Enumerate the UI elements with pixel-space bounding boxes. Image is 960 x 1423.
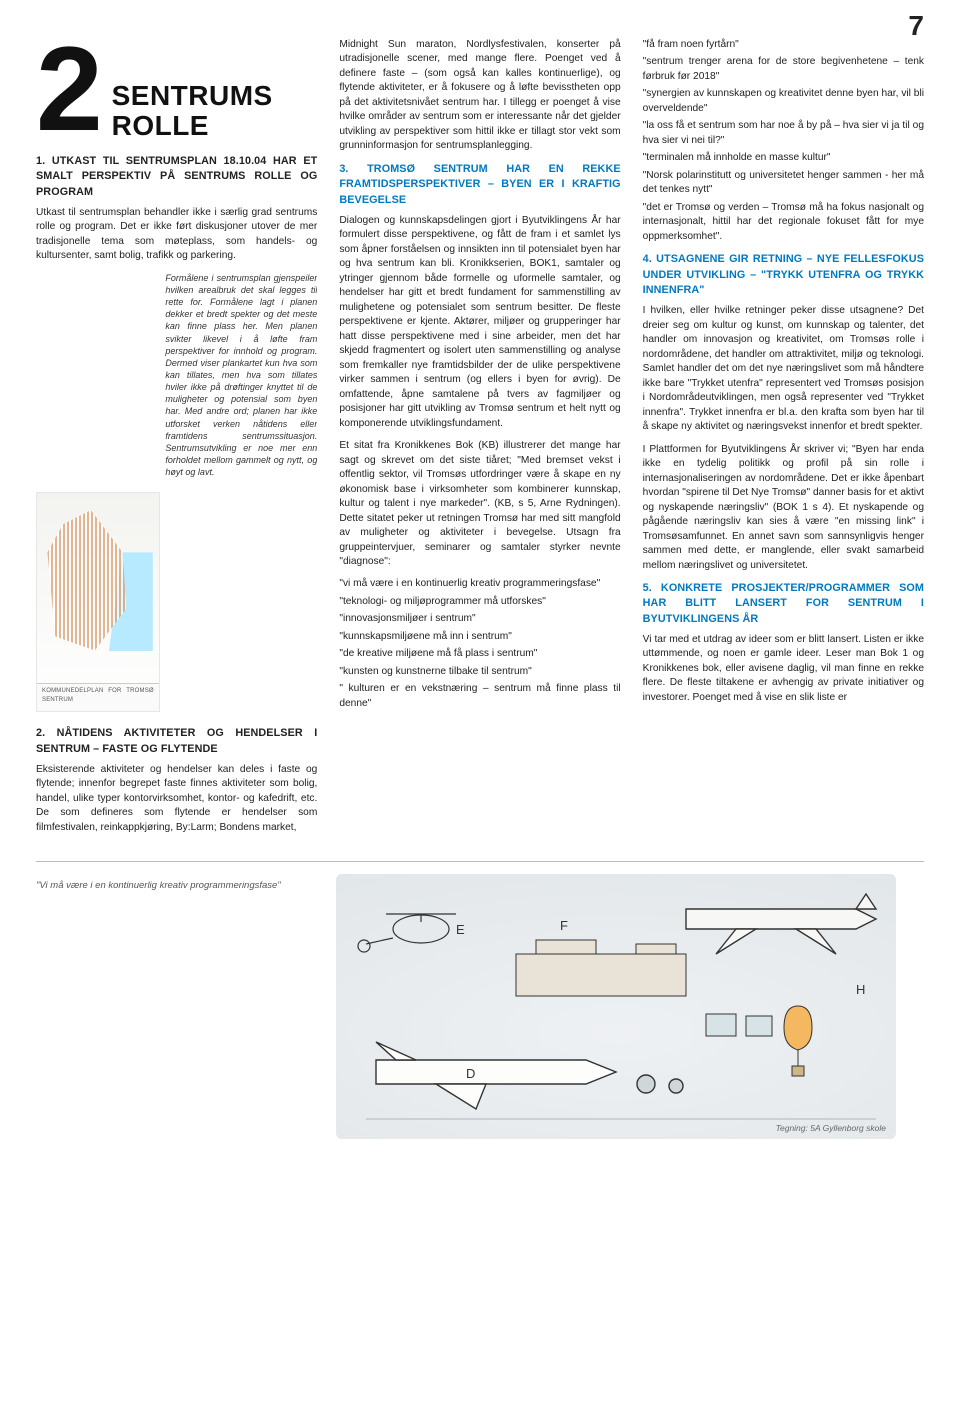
quote: "synergien av kunnskapen og kreativitet …: [643, 87, 924, 116]
quote: "sentrum trenger arena for de store begi…: [643, 55, 924, 84]
map-legend-title: KOMMUNEDELPLAN FOR TROMSØ SENTRUM: [37, 683, 159, 711]
section-5-heading: 5. KONKRETE PROSJEKTER/PROGRAMMER SOM HA…: [643, 581, 924, 627]
quote: "det er Tromsø og verden – Tromsø må ha …: [643, 201, 924, 244]
map-caption: Formålene i sentrumsplan gjenspeiler hvi…: [165, 272, 317, 478]
quote: "kunnskapsmiljøene må inn i sentrum": [339, 630, 620, 644]
quote: "vi må være i en kontinuerlig kreativ pr…: [339, 577, 620, 591]
quote-list-col3: "få fram noen fyrtårn" "sentrum trenger …: [643, 38, 924, 244]
label-d: D: [466, 1066, 475, 1081]
chapter-title: SENTRUMS ROLLE: [102, 81, 273, 140]
section-1-heading: 1. UTKAST TIL SENTRUMSPLAN 18.10.04 HAR …: [36, 154, 317, 200]
section-2-heading: 2. NÅTIDENS AKTIVITETER OG HENDELSER I S…: [36, 726, 317, 757]
chapter-title-line2: ROLLE: [112, 110, 209, 141]
quote: " kulturen er en vekstnæring – sentrum m…: [339, 682, 620, 711]
quote: "kunsten og kunstnerne tilbake til sentr…: [339, 665, 620, 679]
quote: "Norsk polarinstitutt og universitetet h…: [643, 169, 924, 198]
column-2: Midnight Sun maraton, Nordlysfestivalen,…: [339, 38, 620, 843]
page-number: 7: [908, 10, 924, 42]
col3-p2: I Plattformen for Byutviklingens År skri…: [643, 443, 924, 573]
col2-p2: Dialogen og kunnskapsdelingen gjort i By…: [339, 214, 620, 431]
quote: "la oss få et sentrum som har noe å by p…: [643, 119, 924, 148]
map-figure: KOMMUNEDELPLAN FOR TROMSØ SENTRUM: [36, 492, 160, 712]
footer-pull-quote: "Vi må være i en kontinuerlig kreativ pr…: [36, 874, 316, 891]
footer: "Vi må være i en kontinuerlig kreativ pr…: [36, 874, 924, 1139]
page: 7 2 SENTRUMS ROLLE 1. UTKAST TIL SENTRUM…: [0, 0, 960, 1159]
section-3-heading: 3. TROMSØ SENTRUM HAR EN REKKE FRAMTIDSP…: [339, 162, 620, 208]
label-h: H: [856, 982, 865, 997]
col2-p3: Et sitat fra Kronikkenes Bok (KB) illust…: [339, 439, 620, 569]
chapter-number: 2: [36, 38, 99, 140]
label-f: F: [560, 918, 568, 933]
section-1-body: Utkast til sentrumsplan behandler ikke i…: [36, 206, 317, 264]
col3-p3: Vi tar med et utdrag av ideer som er bli…: [643, 633, 924, 705]
children-drawing: F E H: [336, 874, 896, 1139]
section-4-heading: 4. UTSAGNENE GIR RETNING – NYE FELLESFOK…: [643, 252, 924, 298]
quote: "terminalen må innholde en masse kultur": [643, 151, 924, 165]
quote: "innovasjonsmiljøer i sentrum": [339, 612, 620, 626]
quote-list-col2: "vi må være i en kontinuerlig kreativ pr…: [339, 577, 620, 711]
drawing-credit: Tegning: 5A Gyllenborg skole: [776, 1123, 886, 1133]
label-e: E: [456, 922, 465, 937]
text-columns: 2 SENTRUMS ROLLE 1. UTKAST TIL SENTRUMSP…: [36, 38, 924, 843]
quote: "teknologi- og miljøprogrammer må utfors…: [339, 595, 620, 609]
column-3: "få fram noen fyrtårn" "sentrum trenger …: [643, 38, 924, 843]
col3-p1: I hvilken, eller hvilke retninger peker …: [643, 304, 924, 434]
quote: "de kreative miljøene må få plass i sent…: [339, 647, 620, 661]
section-2-body: Eksisterende aktiviteter og hendelser ka…: [36, 763, 317, 835]
sketch-svg: F E H: [336, 874, 896, 1139]
quote: "få fram noen fyrtårn": [643, 38, 924, 52]
chapter-title-line1: SENTRUMS: [112, 80, 273, 111]
horizontal-rule: [36, 861, 924, 862]
column-1: 2 SENTRUMS ROLLE 1. UTKAST TIL SENTRUMSP…: [36, 38, 317, 843]
col2-p1: Midnight Sun maraton, Nordlysfestivalen,…: [339, 38, 620, 154]
chapter-heading: 2 SENTRUMS ROLLE: [36, 38, 317, 140]
